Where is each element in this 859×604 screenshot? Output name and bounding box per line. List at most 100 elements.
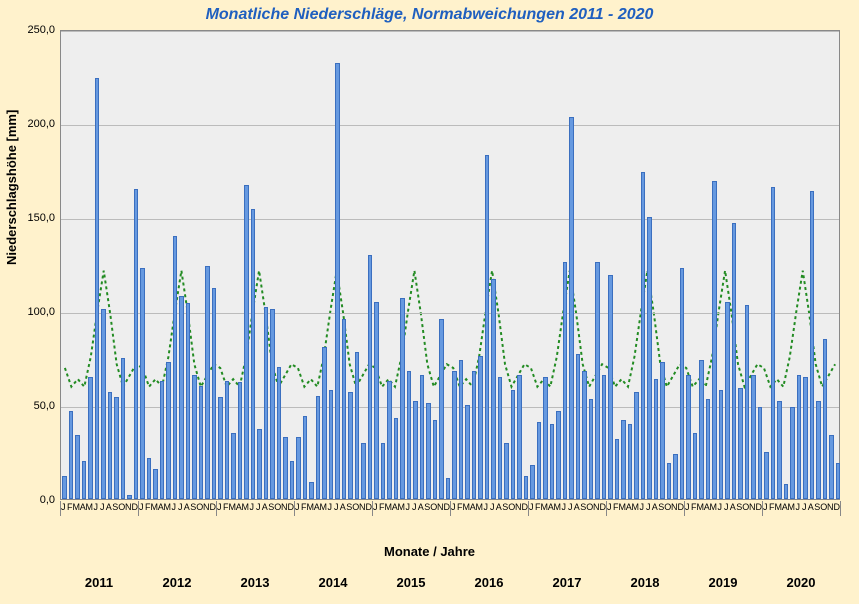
bar	[771, 187, 776, 499]
gridline	[61, 219, 839, 220]
bar	[582, 371, 587, 499]
bar	[537, 422, 542, 499]
bar	[400, 298, 405, 499]
year-label: 2012	[163, 575, 192, 590]
month-label: A	[730, 502, 736, 512]
bar	[758, 407, 763, 499]
chart-title: Monatliche Niederschläge, Normabweichung…	[0, 6, 859, 24]
bar	[361, 443, 366, 499]
bar	[589, 399, 594, 499]
y-tick-label: 200,0	[27, 118, 55, 130]
year-separator	[216, 501, 217, 516]
bar	[699, 360, 704, 499]
bar	[309, 482, 314, 499]
year-label: 2017	[553, 575, 582, 590]
month-label: J	[406, 502, 411, 512]
bar	[693, 433, 698, 499]
bar	[686, 375, 691, 499]
gridline	[61, 313, 839, 314]
bar	[270, 309, 275, 499]
month-label: A	[184, 502, 190, 512]
bar	[517, 375, 522, 499]
bar	[511, 390, 516, 499]
bar	[452, 371, 457, 499]
bar	[491, 279, 496, 499]
bar	[277, 367, 282, 499]
month-label: A	[418, 502, 424, 512]
bar	[394, 418, 399, 499]
bar	[316, 396, 321, 499]
month-label: J	[451, 502, 456, 512]
bar	[803, 377, 808, 499]
bar	[108, 392, 113, 499]
month-label: A	[652, 502, 658, 512]
bar	[621, 420, 626, 499]
month-label: M	[788, 502, 796, 512]
gridline	[61, 31, 839, 32]
bar	[173, 236, 178, 499]
month-label: J	[724, 502, 729, 512]
bar	[777, 401, 782, 499]
y-tick-label: 0,0	[40, 494, 55, 506]
bar	[199, 386, 204, 499]
bar	[420, 375, 425, 499]
bar	[543, 377, 548, 499]
month-label: J	[718, 502, 723, 512]
year-separator	[528, 501, 529, 516]
year-separator	[294, 501, 295, 516]
bar	[140, 268, 145, 499]
bar	[368, 255, 373, 499]
bar	[296, 437, 301, 499]
bar	[504, 443, 509, 499]
bar	[660, 362, 665, 499]
bar	[329, 390, 334, 499]
bar	[186, 303, 191, 499]
bar	[244, 185, 249, 499]
bar	[550, 424, 555, 499]
month-label: J	[256, 502, 261, 512]
year-label: 2019	[709, 575, 738, 590]
bar	[121, 358, 126, 499]
bar	[335, 63, 340, 499]
month-label: M	[710, 502, 718, 512]
year-label: 2011	[85, 575, 113, 590]
month-label: M	[86, 502, 94, 512]
bar	[738, 388, 743, 499]
month-label: A	[340, 502, 346, 512]
bar	[238, 382, 243, 499]
month-label: A	[106, 502, 112, 512]
month-label: M	[554, 502, 562, 512]
bar	[88, 377, 93, 499]
month-label: M	[164, 502, 172, 512]
bar	[725, 302, 730, 499]
year-separator	[762, 501, 763, 516]
month-label: J	[490, 502, 495, 512]
bar	[69, 411, 74, 499]
bar	[218, 397, 223, 499]
bar	[127, 495, 132, 499]
year-label: 2016	[475, 575, 504, 590]
bar	[147, 458, 152, 499]
month-label: M	[242, 502, 250, 512]
bar	[816, 401, 821, 499]
month-label: J	[484, 502, 489, 512]
bar	[342, 319, 347, 499]
year-label: 2018	[631, 575, 660, 590]
month-label: J	[529, 502, 534, 512]
y-tick-label: 100,0	[27, 306, 55, 318]
month-label: M	[320, 502, 328, 512]
month-label: J	[607, 502, 612, 512]
gridline	[61, 125, 839, 126]
bar	[797, 375, 802, 499]
bar	[153, 469, 158, 499]
month-label: J	[139, 502, 144, 512]
year-separator	[138, 501, 139, 516]
bar	[530, 465, 535, 499]
year-separator	[606, 501, 607, 516]
month-label: J	[562, 502, 567, 512]
month-label: J	[94, 502, 99, 512]
month-label: J	[100, 502, 105, 512]
month-label: A	[808, 502, 814, 512]
month-label: J	[178, 502, 183, 512]
bar	[680, 268, 685, 499]
